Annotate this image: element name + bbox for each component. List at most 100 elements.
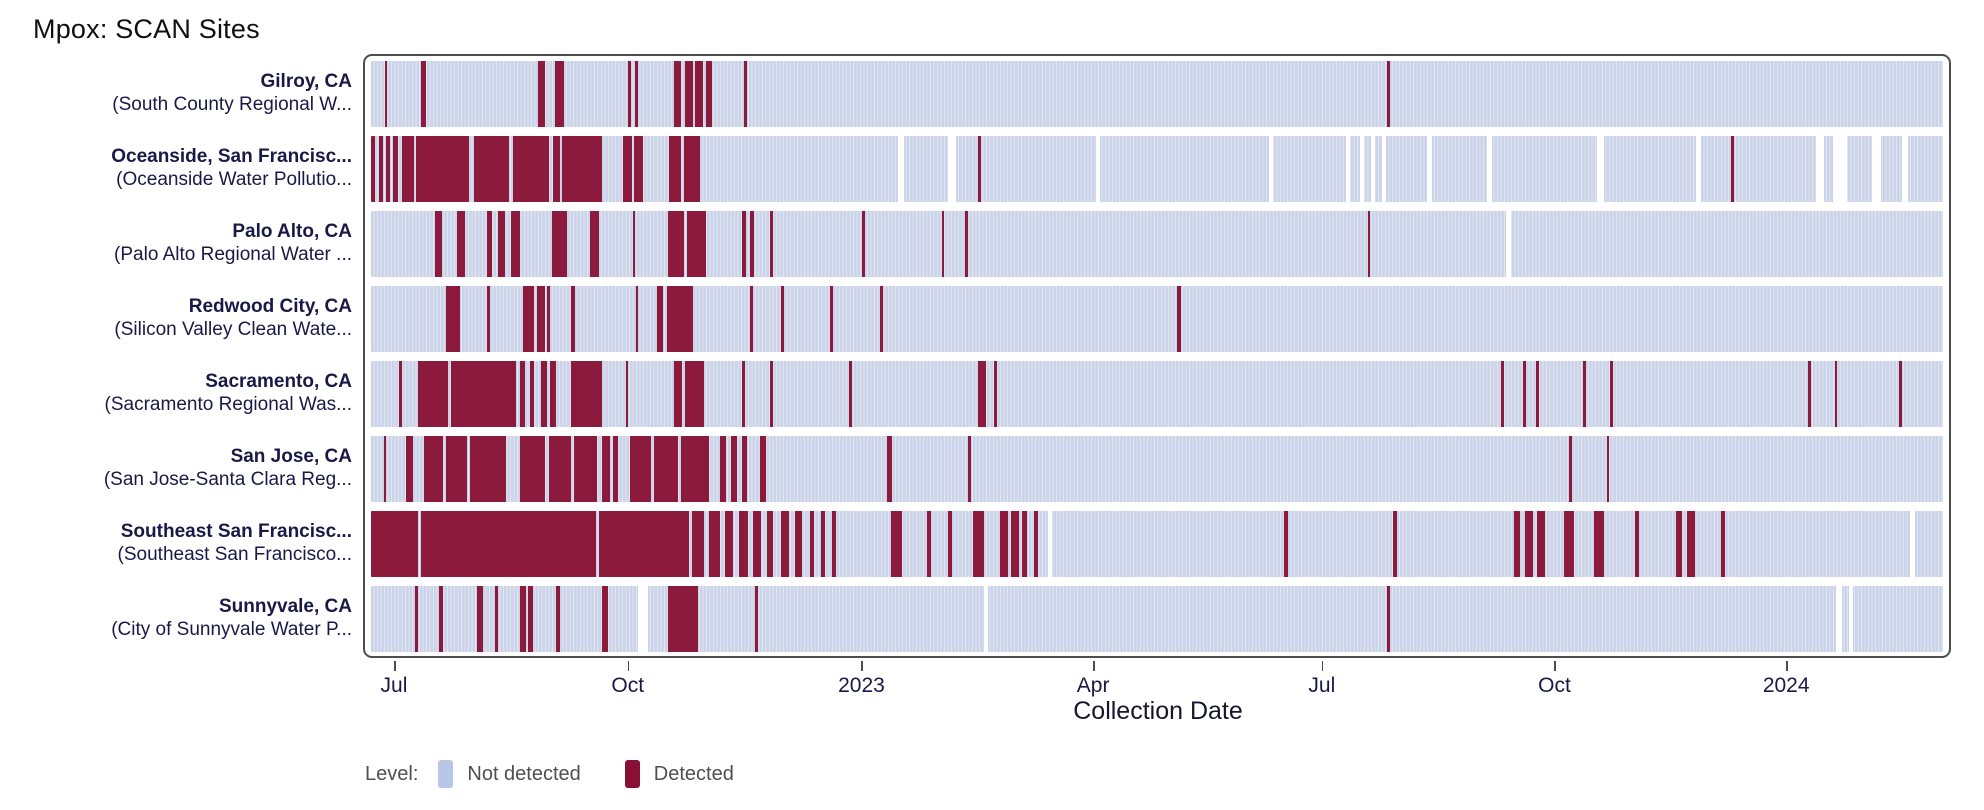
detected-stripe: [383, 436, 387, 502]
row-band: [371, 61, 1943, 127]
detected-stripe: [657, 286, 664, 352]
x-tick-label: Apr: [1076, 674, 1110, 697]
x-tick: [393, 661, 396, 671]
site-label: Sunnyvale, CA (City of Sunnyvale Water P.…: [0, 595, 352, 641]
detected-stripe: [513, 136, 550, 202]
detected-stripe: [830, 286, 834, 352]
detected-stripe: [548, 436, 571, 502]
legend-swatch-not-detected: [438, 760, 454, 788]
detected-stripe: [685, 361, 705, 427]
detected-stripe: [1010, 511, 1019, 577]
row-band: [371, 286, 1943, 352]
detected-stripe: [632, 211, 636, 277]
detected-stripe: [630, 436, 651, 502]
detected-stripe: [622, 136, 632, 202]
detected-stripe: [686, 211, 706, 277]
detected-stripe: [708, 511, 720, 577]
detected-stripe: [1501, 361, 1505, 427]
site-facility: (City of Sunnyvale Water P...: [111, 619, 352, 640]
detected-stripe: [470, 436, 507, 502]
detected-stripe: [886, 436, 893, 502]
x-tick: [627, 661, 630, 671]
x-tick: [1321, 661, 1324, 671]
legend-item-label-not-detected: Not detected: [467, 762, 581, 785]
x-axis-title: Collection Date: [1073, 697, 1243, 725]
x-tick-label: Oct: [1538, 674, 1571, 697]
row-band: [371, 361, 1943, 427]
missing-gap: [1095, 136, 1101, 202]
detected-stripe: [927, 511, 932, 577]
detected-stripe: [1606, 436, 1610, 502]
detected-stripe: [528, 586, 533, 652]
site-name: Redwood City, CA: [188, 296, 352, 317]
detected-stripe: [550, 361, 557, 427]
site-label: Palo Alto, CA (Palo Alto Regional Water .…: [0, 220, 352, 266]
row-band: [371, 436, 1943, 502]
detected-stripe: [520, 361, 526, 427]
missing-gap: [1597, 136, 1605, 202]
detected-stripe: [754, 586, 758, 652]
detected-stripe: [719, 436, 727, 502]
detected-stripe: [848, 361, 852, 427]
missing-gap: [1909, 511, 1915, 577]
detected-stripe: [385, 136, 391, 202]
missing-gap: [1345, 136, 1351, 202]
detected-stripe: [537, 61, 546, 127]
missing-gap: [1872, 136, 1881, 202]
detected-stripe: [668, 136, 682, 202]
detected-stripe: [421, 511, 596, 577]
detected-stripe: [965, 211, 968, 277]
detected-stripe: [1021, 511, 1027, 577]
detected-stripe: [973, 511, 985, 577]
site-label: Redwood City, CA (Silicon Valley Clean Wa…: [0, 295, 352, 341]
detected-stripe: [994, 361, 998, 427]
detected-stripe: [1898, 361, 1902, 427]
missing-gap: [984, 586, 989, 652]
detected-stripe: [371, 136, 376, 202]
legend-label: Level:: [365, 762, 419, 785]
detected-stripe: [741, 211, 746, 277]
detected-stripe: [809, 511, 815, 577]
chart-rows: [371, 61, 1943, 652]
missing-gap: [1836, 586, 1842, 652]
detected-stripe: [977, 136, 981, 202]
detected-stripe: [473, 136, 509, 202]
detected-stripe: [571, 286, 575, 352]
legend: Level: Not detected Detected: [365, 760, 778, 788]
missing-gap: [1359, 136, 1365, 202]
detected-stripe: [752, 511, 761, 577]
detected-stripe: [1386, 586, 1391, 652]
detected-stripe: [1807, 361, 1811, 427]
detected-stripe: [770, 211, 773, 277]
detected-stripe: [378, 136, 384, 202]
missing-gap: [1381, 136, 1387, 202]
missing-gap: [1268, 136, 1274, 202]
missing-gap: [1427, 136, 1433, 202]
detected-stripe: [554, 61, 564, 127]
detected-stripe: [684, 61, 694, 127]
detected-stripe: [831, 511, 836, 577]
detected-stripe: [1594, 511, 1605, 577]
detected-stripe: [741, 436, 747, 502]
detected-stripe: [487, 211, 493, 277]
detected-stripe: [371, 511, 419, 577]
detected-stripe: [434, 211, 443, 277]
missing-gap: [1815, 136, 1825, 202]
detected-stripe: [653, 436, 678, 502]
chart-panel: [363, 54, 1951, 658]
detected-stripe: [891, 511, 903, 577]
x-tick-label: Jul: [380, 674, 408, 697]
site-name: Southeast San Francisc...: [120, 521, 352, 542]
detected-stripe: [749, 286, 753, 352]
site-name: Sacramento, CA: [205, 371, 352, 392]
detected-stripe: [551, 211, 567, 277]
missing-gap: [1047, 511, 1053, 577]
detected-stripe: [724, 511, 733, 577]
detected-stripe: [947, 511, 952, 577]
legend-swatch-detected: [624, 760, 640, 788]
site-name: Palo Alto, CA: [232, 221, 352, 242]
detected-stripe: [415, 136, 470, 202]
detected-stripe: [625, 361, 629, 427]
site-name: Gilroy, CA: [260, 71, 353, 92]
detected-stripe: [760, 436, 766, 502]
